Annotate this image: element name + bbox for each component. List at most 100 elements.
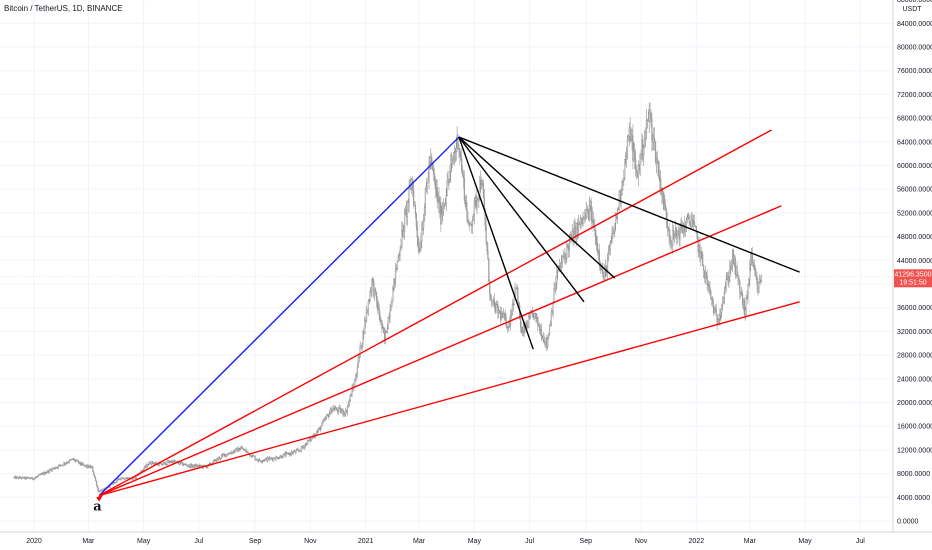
- candle-body: [432, 169, 435, 175]
- candle-body: [677, 230, 679, 235]
- candle-body: [733, 258, 735, 264]
- candle-body: [750, 254, 753, 260]
- candle-body: [662, 191, 664, 196]
- black-trend-line[interactable]: [458, 136, 585, 303]
- black-trend-line[interactable]: [458, 136, 616, 279]
- candle-body: [701, 251, 703, 255]
- candle-body: [368, 300, 370, 302]
- candle-body: [279, 455, 282, 458]
- red-trend-line[interactable]: [98, 205, 782, 497]
- candle-body: [604, 269, 606, 280]
- candle-body: [95, 480, 98, 486]
- candle-body: [161, 463, 163, 466]
- candle-body: [225, 454, 227, 457]
- candle-body: [229, 452, 231, 454]
- candle-body: [628, 127, 630, 137]
- candle-body: [719, 315, 721, 320]
- candle-body: [384, 332, 386, 340]
- candle-body: [468, 221, 470, 224]
- candle-body: [634, 151, 636, 160]
- black-trend-line[interactable]: [458, 136, 534, 350]
- candle-body: [247, 451, 249, 453]
- candle-body: [74, 459, 76, 462]
- candle-body: [219, 457, 221, 459]
- candle-body: [297, 449, 300, 451]
- candle-body: [410, 185, 412, 190]
- candle-body: [285, 452, 287, 457]
- candle-body: [581, 221, 583, 224]
- candle-body: [172, 460, 175, 464]
- candle-body: [453, 152, 456, 160]
- candle-body: [244, 448, 246, 452]
- candle-body: [373, 281, 375, 297]
- candle-body: [669, 236, 671, 242]
- candle-body: [233, 450, 235, 453]
- candle-body: [534, 312, 536, 314]
- candle-body: [506, 325, 508, 329]
- candle-body: [306, 443, 308, 445]
- candle-body: [165, 464, 167, 466]
- candle-body: [526, 324, 528, 327]
- candle-body: [197, 465, 199, 467]
- candle-body: [538, 325, 540, 327]
- candle-body: [702, 253, 704, 266]
- candle-body: [474, 197, 476, 201]
- candle-body: [101, 489, 103, 491]
- candle-body: [57, 465, 60, 468]
- time-axis[interactable]: 2020 Mar May Jul Sep Nov 2021 Mar May Jul Sep Nov 20…: [0, 531, 932, 550]
- candle-body: [44, 472, 46, 475]
- candle-body: [192, 464, 195, 467]
- x-tick-label: Sep: [580, 538, 593, 545]
- candle-body: [186, 465, 188, 467]
- candle-body: [708, 283, 710, 288]
- candle-body: [255, 459, 257, 461]
- red-trend-line[interactable]: [99, 301, 800, 497]
- candle-body: [362, 331, 364, 344]
- candle-body: [463, 178, 465, 201]
- candle-body: [597, 250, 600, 253]
- candle-body: [60, 465, 62, 467]
- candle-body: [325, 417, 327, 421]
- candle-body: [349, 394, 351, 401]
- candle-body: [652, 139, 654, 143]
- candle-body: [17, 476, 19, 478]
- candle-body: [346, 406, 349, 413]
- candle-body: [396, 261, 398, 270]
- candle-body: [759, 279, 761, 283]
- candle-body: [457, 134, 459, 148]
- candle-body: [191, 464, 193, 468]
- candle-body: [206, 466, 208, 468]
- candle-body: [760, 279, 762, 282]
- candle-body: [641, 139, 643, 160]
- candle-body: [395, 268, 398, 270]
- red-trend-line[interactable]: [98, 129, 772, 497]
- candle-body: [113, 482, 115, 485]
- candle-body: [665, 209, 668, 221]
- last-price-label: 41296.3500: [895, 271, 932, 278]
- candle-body: [674, 227, 677, 235]
- candle-body: [756, 276, 758, 285]
- candle-body: [438, 195, 440, 212]
- candle-body: [371, 278, 373, 292]
- candle-body: [239, 449, 241, 452]
- trend-lines[interactable]: [98, 129, 800, 497]
- price-axis[interactable]: USDT 0.0000 4000.0000 8000.0000 12000.0000 1…: [892, 0, 932, 532]
- blue-trend-line[interactable]: [98, 136, 460, 497]
- x-tick-labels: 2020 Mar May Jul Sep Nov 2021 Mar May Jul Sep Nov 20…: [26, 538, 865, 545]
- candle-body: [694, 225, 697, 227]
- black-trend-line[interactable]: [458, 136, 800, 273]
- candle-body: [342, 409, 344, 415]
- candle-body: [305, 443, 307, 446]
- candle-body: [153, 463, 156, 465]
- candle-body: [394, 278, 396, 284]
- y-tick-label: 52000.0000: [897, 210, 932, 217]
- candle-body: [601, 267, 603, 271]
- candle-body: [706, 275, 708, 286]
- candle-body: [308, 437, 311, 441]
- candle-body: [595, 230, 597, 246]
- candle-body: [423, 207, 426, 221]
- candle-body: [102, 489, 104, 491]
- candle-body: [563, 256, 565, 258]
